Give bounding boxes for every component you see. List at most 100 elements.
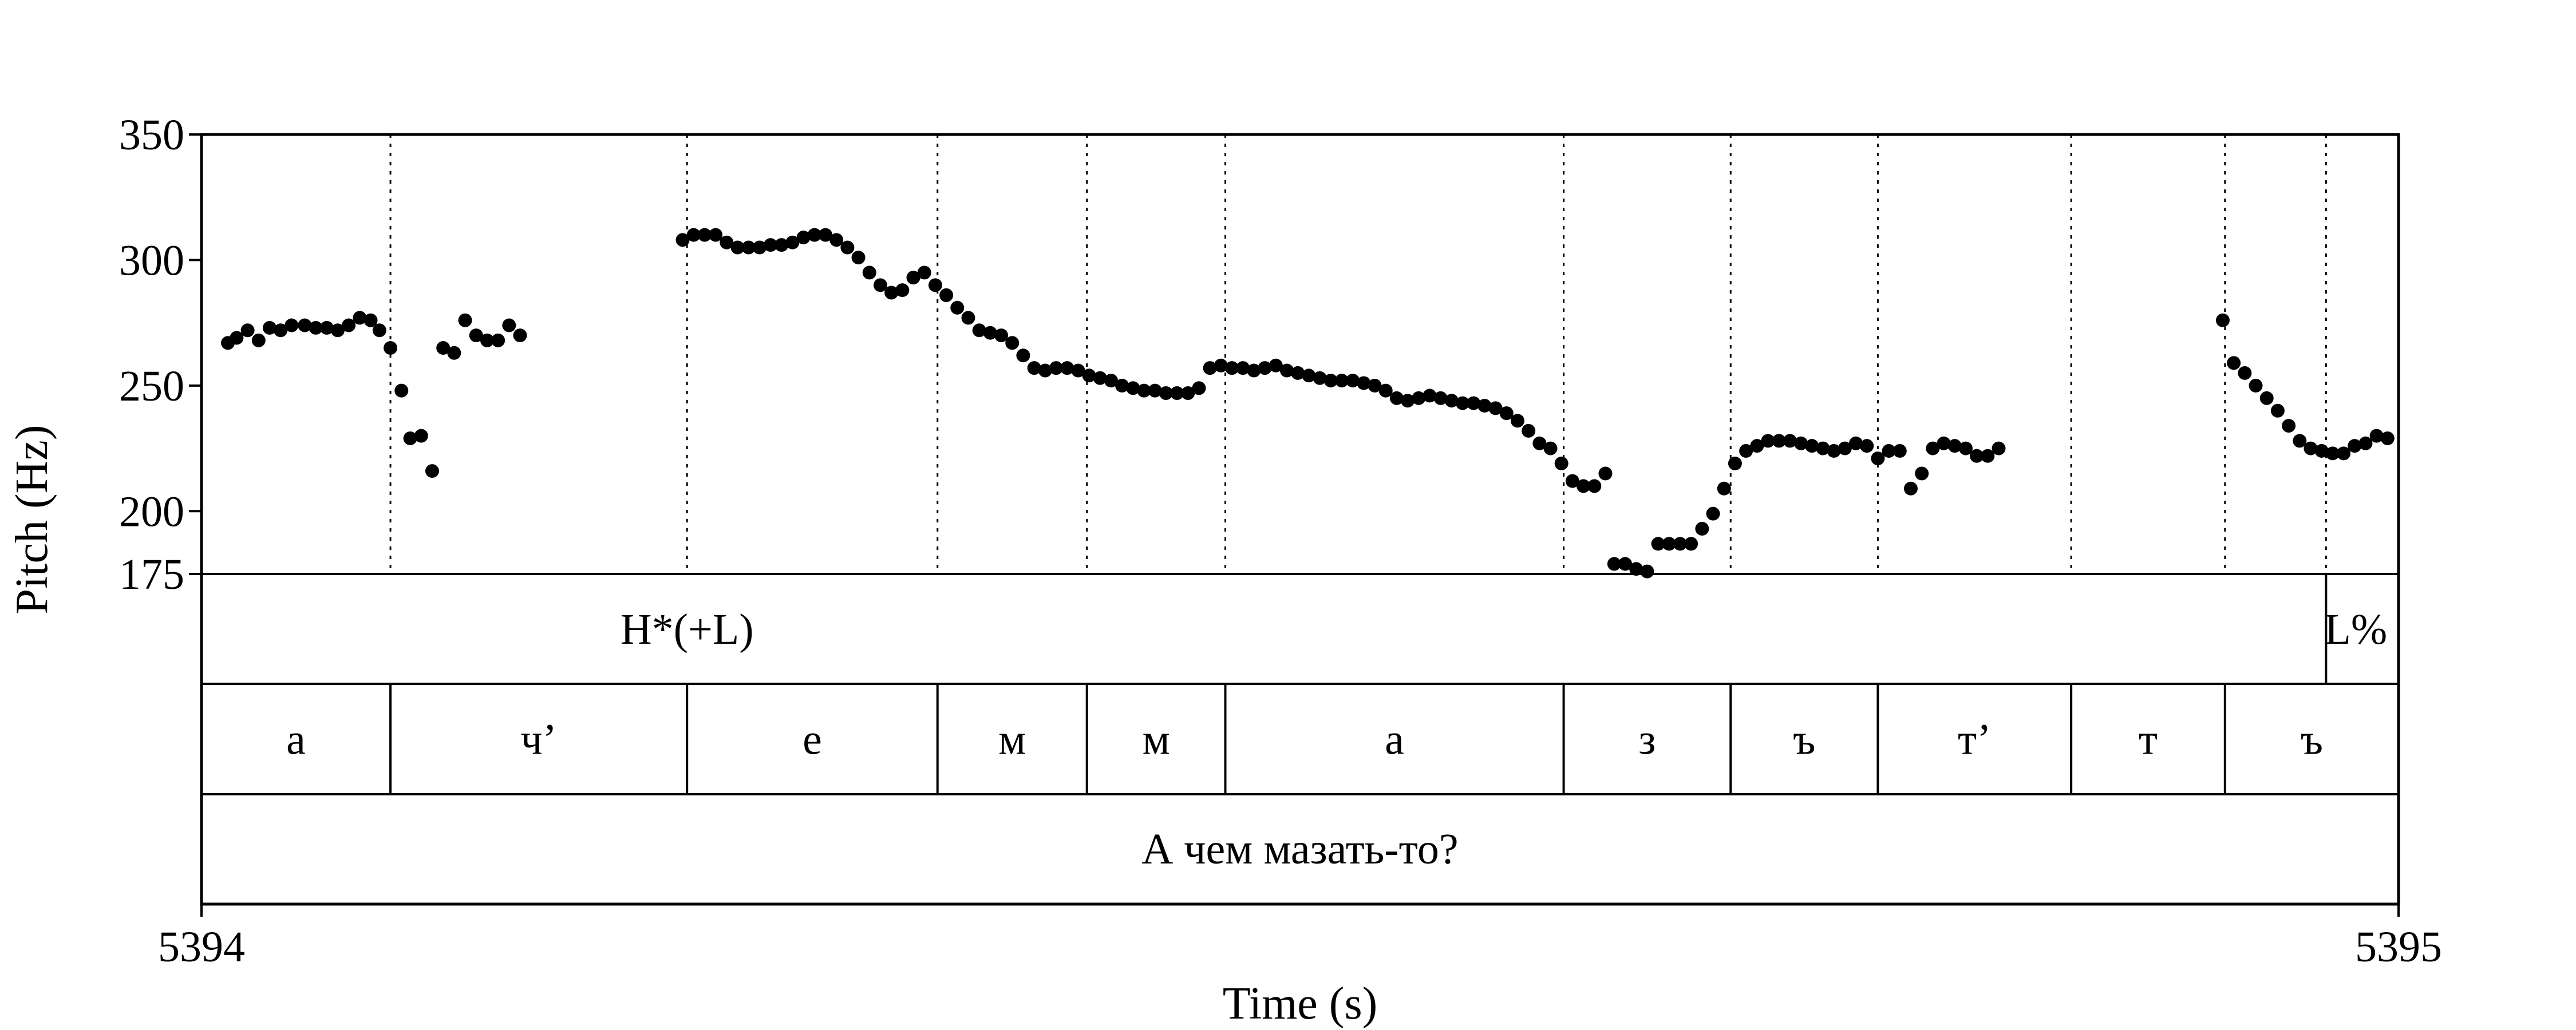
segment-label: т’	[1958, 716, 1992, 764]
pitch-point	[1115, 378, 1129, 393]
pitch-point	[1882, 443, 1896, 458]
pitch-point	[1323, 374, 1338, 388]
pitch-point	[2337, 446, 2351, 461]
pitch-point	[1926, 441, 1940, 455]
pitch-point	[394, 383, 409, 398]
pitch-point	[2348, 439, 2362, 453]
pitch-point	[1662, 537, 1676, 551]
pitch-point	[1970, 449, 1984, 463]
pitch-point	[1357, 376, 1371, 390]
pitch-point	[1412, 391, 1426, 405]
pitch-point	[1225, 361, 1239, 375]
y-axis: 175 200 250 300 350	[119, 111, 202, 599]
pitch-point	[319, 320, 334, 335]
pitch-point	[1981, 449, 1995, 463]
pitch-point	[1761, 434, 1775, 448]
pitch-point	[1279, 363, 1294, 378]
segment-boundary-lines	[389, 134, 2327, 574]
x-tick-label: 5394	[158, 923, 245, 971]
plot-area-frame	[200, 133, 2400, 906]
pitch-point	[2259, 391, 2274, 405]
pitch-point	[436, 341, 451, 355]
pitch-point	[1467, 396, 1481, 410]
pitch-point	[1992, 441, 2006, 455]
pitch-point	[1860, 439, 1874, 453]
pitch-point	[384, 341, 398, 355]
y-tick-label: 300	[119, 236, 184, 284]
pitch-point	[2227, 356, 2241, 370]
pitch-point	[1104, 374, 1118, 388]
pitch-point	[1291, 366, 1305, 380]
pitch-point	[1082, 369, 1096, 383]
pitch-point	[895, 283, 910, 298]
pitch-point	[298, 318, 312, 332]
pitch-point	[1565, 474, 1579, 488]
pitch-point	[1794, 436, 1808, 450]
pitch-point	[480, 333, 494, 347]
pitch-point	[1049, 361, 1063, 375]
pitch-point	[1871, 451, 1885, 466]
pitch-point	[2358, 436, 2373, 450]
segment-label: м	[998, 716, 1026, 764]
pitch-point	[364, 313, 378, 327]
pitch-point	[1750, 439, 1764, 453]
pitch-point	[2215, 313, 2230, 327]
pitch-point	[1236, 361, 1250, 375]
pitch-point	[2249, 378, 2263, 393]
pitch-point	[414, 429, 428, 443]
pitch-point	[1477, 398, 1492, 413]
pitch-point	[1903, 481, 1918, 496]
pitch-point	[1587, 479, 1602, 493]
pitch-point	[1673, 537, 1687, 551]
pitch-point	[1510, 414, 1524, 428]
segment-label: ч’	[520, 716, 557, 764]
pitch-point	[1071, 363, 1085, 378]
pitch-point	[330, 323, 345, 338]
pitch-point	[928, 278, 942, 292]
pitch-point	[1346, 374, 1360, 388]
segment-label: е	[803, 716, 822, 764]
x-tick-label: 5395	[2355, 923, 2442, 971]
pitch-point	[1607, 557, 1621, 571]
pitch-point	[752, 240, 767, 255]
pitch-point	[720, 235, 734, 249]
pitch-point	[840, 240, 855, 255]
y-tick-label: 250	[119, 362, 184, 410]
pitch-point	[274, 323, 288, 338]
segment-label: а	[286, 716, 306, 764]
pitch-point	[1783, 434, 1797, 448]
pitch-point	[697, 228, 712, 242]
pitch-point	[491, 333, 505, 347]
pitch-point	[1618, 557, 1633, 571]
pitch-points	[221, 228, 2395, 579]
pitch-point	[1640, 564, 1654, 579]
pitch-point	[1805, 439, 1819, 453]
pitch-point	[873, 278, 887, 292]
pitch-point	[2369, 429, 2384, 443]
pitch-point	[1302, 369, 1316, 383]
pitch-point	[502, 318, 516, 332]
pitch-point	[1313, 371, 1327, 385]
pitch-point	[1401, 394, 1415, 408]
pitch-point	[775, 238, 789, 252]
pitch-point	[1027, 361, 1041, 375]
pitch-point	[447, 346, 461, 360]
pitch-point	[353, 311, 367, 325]
y-tick-label: 200	[119, 488, 184, 536]
pitch-point	[906, 271, 920, 285]
pitch-point	[1433, 391, 1448, 405]
pitch-point	[1334, 374, 1349, 388]
pitch-point	[1203, 361, 1217, 375]
pitch-point	[1554, 456, 1568, 470]
x-axis: 5394 5395	[158, 904, 2442, 971]
pitch-point	[1893, 443, 1907, 458]
pitch-point	[1915, 466, 1929, 481]
pitch-point	[1060, 361, 1074, 375]
pitch-point	[469, 328, 483, 343]
pitch-point	[917, 266, 931, 280]
segment-boundaries	[389, 684, 2226, 794]
pitch-point	[1247, 363, 1261, 378]
x-axis-title: Time (s)	[1223, 978, 1377, 1029]
pitch-point	[1389, 391, 1404, 405]
